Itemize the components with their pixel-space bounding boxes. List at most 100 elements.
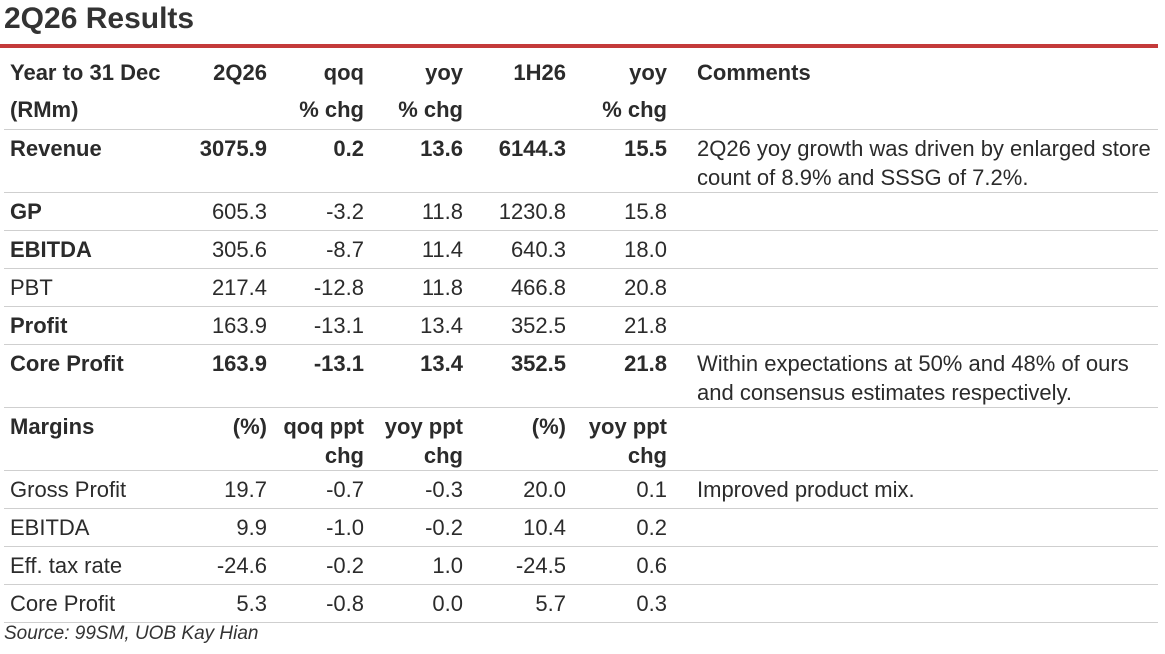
comment-cell (671, 192, 1158, 231)
header-cell: Comments (697, 60, 811, 85)
header-row: (RMm) % chg % chg % chg (4, 91, 1158, 130)
row-label: EBITDA (4, 230, 189, 269)
page-title: 2Q26 Results (4, 2, 195, 35)
header-text: yoy ppt (588, 413, 667, 439)
cell-value: 11.8 (368, 192, 467, 231)
row-label: GP (4, 192, 189, 231)
cell-value: 5.7 (467, 584, 570, 623)
header-cell (189, 91, 271, 130)
cell-value: 305.6 (189, 230, 271, 269)
cell-value: 1230.8 (467, 192, 570, 231)
cell-value: 640.3 (467, 230, 570, 269)
table-row: Core Profit 163.9 -13.1 13.4 352.5 21.8 … (4, 344, 1158, 408)
cell-value: 0.2 (570, 508, 671, 547)
comment-cell (671, 306, 1158, 345)
header-cell: qoq ppt chg (271, 407, 368, 471)
header-cell: yoy (629, 60, 667, 85)
row-label: Revenue (4, 129, 189, 193)
cell-value: 13.4 (368, 306, 467, 345)
header-row: Year to 31 Dec 2Q26 qoq yoy 1H26 yoy Com… (4, 54, 1158, 91)
header-text: Margins (10, 413, 95, 439)
cell-value: 18.0 (570, 230, 671, 269)
cell-value: -13.1 (271, 306, 368, 345)
header-cell: yoy (425, 60, 463, 85)
row-label: PBT (4, 268, 189, 307)
table-row: PBT 217.4 -12.8 11.8 466.8 20.8 (4, 268, 1158, 307)
header-cell (467, 91, 570, 130)
cell-value: 0.2 (271, 129, 368, 193)
cell-value: 6144.3 (467, 129, 570, 193)
cell-value: 163.9 (189, 344, 271, 408)
cell-value: -13.1 (271, 344, 368, 408)
row-label: Profit (4, 306, 189, 345)
source-note: Source: 99SM, UOB Kay Hian (4, 623, 259, 644)
comment-cell (671, 546, 1158, 585)
cell-value: 20.0 (467, 470, 570, 509)
table-row: Profit 163.9 -13.1 13.4 352.5 21.8 (4, 306, 1158, 345)
header-cell: (%) (467, 407, 570, 471)
cell-value: -12.8 (271, 268, 368, 307)
header-cell: % chg (570, 91, 671, 130)
header-cell: % chg (271, 91, 368, 130)
cell-value: 352.5 (467, 344, 570, 408)
cell-value: -1.0 (271, 508, 368, 547)
cell-value: 605.3 (189, 192, 271, 231)
header-cell (671, 91, 1158, 130)
title-divider (0, 44, 1158, 48)
comment-cell: 2Q26 yoy growth was driven by enlarged s… (671, 129, 1158, 193)
cell-value: 5.3 (189, 584, 271, 623)
header-cell: Margins (4, 407, 189, 471)
cell-value: -0.7 (271, 470, 368, 509)
cell-value: 0.6 (570, 546, 671, 585)
cell-value: -24.5 (467, 546, 570, 585)
row-label: Core Profit (4, 344, 189, 408)
header-cell: yoy ppt chg (368, 407, 467, 471)
header-cell: 2Q26 (213, 60, 267, 85)
cell-value: 217.4 (189, 268, 271, 307)
margin-row: EBITDA 9.9 -1.0 -0.2 10.4 0.2 (4, 508, 1158, 547)
header-cell: yoy ppt chg (570, 407, 671, 471)
cell-value: 10.4 (467, 508, 570, 547)
header-text: chg (324, 442, 364, 468)
header-cell: % chg (368, 91, 467, 130)
header-cell: (RMm) (4, 91, 189, 130)
cell-value: -3.2 (271, 192, 368, 231)
cell-value: -24.6 (189, 546, 271, 585)
header-text: (%) (232, 413, 267, 439)
header-cell: qoq (323, 60, 364, 85)
cell-value: 13.4 (368, 344, 467, 408)
cell-value: 15.8 (570, 192, 671, 231)
comment-cell (671, 268, 1158, 307)
cell-value: 11.8 (368, 268, 467, 307)
table-row: GP 605.3 -3.2 11.8 1230.8 15.8 (4, 192, 1158, 231)
cell-value: -0.3 (368, 470, 467, 509)
cell-value: 1.0 (368, 546, 467, 585)
table-row: EBITDA 305.6 -8.7 11.4 640.3 18.0 (4, 230, 1158, 269)
cell-value: 0.0 (368, 584, 467, 623)
margins-header-row: Margins (%) qoq ppt chg yoy ppt chg (%) yo… (4, 407, 1158, 471)
header-cell (671, 407, 1158, 471)
row-label: Gross Profit (4, 470, 189, 509)
cell-value: 3075.9 (189, 129, 271, 193)
comment-cell (671, 230, 1158, 269)
margin-row: Eff. tax rate -24.6 -0.2 1.0 -24.5 0.6 (4, 546, 1158, 585)
comment-cell (671, 584, 1158, 623)
cell-value: 9.9 (189, 508, 271, 547)
row-label: Core Profit (4, 584, 189, 623)
header-cell: Year to 31 Dec (10, 60, 161, 85)
cell-value: 466.8 (467, 268, 570, 307)
header-text: yoy ppt (384, 413, 463, 439)
header-text: qoq ppt (283, 413, 364, 439)
header-text: chg (423, 442, 463, 468)
cell-value: 163.9 (189, 306, 271, 345)
comment-cell: Improved product mix. (671, 470, 1158, 509)
row-label: EBITDA (4, 508, 189, 547)
results-table: Year to 31 Dec 2Q26 qoq yoy 1H26 yoy Com… (4, 54, 1158, 623)
header-cell: (%) (189, 407, 271, 471)
cell-value: -0.2 (271, 546, 368, 585)
header-cell: 1H26 (513, 60, 566, 85)
header-text: (%) (531, 413, 566, 439)
margin-row: Core Profit 5.3 -0.8 0.0 5.7 0.3 (4, 584, 1158, 623)
cell-value: -0.8 (271, 584, 368, 623)
comment-cell: Within expectations at 50% and 48% of ou… (671, 344, 1158, 408)
